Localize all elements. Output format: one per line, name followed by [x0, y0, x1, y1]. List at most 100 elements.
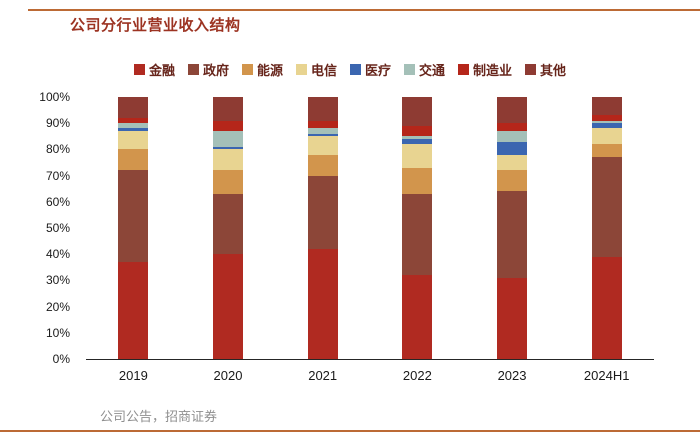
legend-swatch-telecom: [295, 64, 307, 75]
legend-swatch-manufacturing: [458, 64, 470, 75]
segment-finance-2019: [118, 262, 149, 359]
segment-transport-2021: [307, 128, 338, 134]
segment-finance-2022: [402, 275, 433, 359]
legend-swatch-government: [187, 64, 199, 75]
segment-government-2021: [307, 175, 338, 249]
legend-swatch-energy: [241, 64, 253, 75]
y-axis: 0% 10% 20% 30% 40% 50% 60% 70% 80% 90% 100%: [18, 90, 78, 366]
segment-energy-2023: [496, 170, 527, 192]
chart-title: 公司分行业营业收入结构: [70, 17, 241, 34]
legend-label-healthcare: 医疗: [365, 63, 392, 78]
y-axis-label: 80%: [45, 142, 70, 157]
y-axis-label: 20%: [45, 299, 70, 314]
segment-other-2021: [307, 97, 338, 121]
legend-item-healthcare: 医疗: [350, 60, 391, 79]
legend-item-manufacturing: 制造业: [458, 60, 512, 79]
segment-finance-2020: [212, 254, 243, 359]
segment-manufacturing-2019: [118, 118, 149, 124]
segment-transport-2024H1: [591, 120, 622, 124]
segment-transport-2019: [118, 123, 149, 129]
y-axis-label: 100%: [39, 90, 70, 104]
y-axis-label: 40%: [45, 247, 70, 262]
segment-government-2020: [212, 193, 243, 255]
segment-other-2020: [212, 97, 243, 121]
x-axis-label-2019: 2019: [118, 368, 148, 383]
segment-telecom-2022: [402, 144, 433, 168]
segment-energy-2020: [212, 170, 243, 194]
legend-item-transport: 交通: [404, 60, 445, 79]
x-axis-label-2020: 2020: [213, 368, 243, 383]
segment-transport-2023: [496, 131, 527, 142]
y-axis-label: 0%: [52, 352, 70, 366]
bar-2024H1: [591, 97, 622, 359]
segment-manufacturing-2024H1: [591, 115, 622, 121]
segment-telecom-2023: [496, 154, 527, 171]
segment-healthcare-2024H1: [591, 123, 622, 129]
top-divider: [28, 9, 700, 11]
x-axis-label-2023: 2023: [497, 368, 527, 383]
y-axis-label: 50%: [45, 221, 70, 235]
plot-area: [86, 97, 654, 360]
legend-swatch-transport: [404, 64, 416, 75]
segment-telecom-2024H1: [591, 128, 622, 145]
segment-healthcare-2022: [402, 138, 433, 145]
legend-item-finance: 金融: [133, 60, 175, 79]
bar-2020: [212, 97, 243, 359]
legend-label-telecom: 电信: [310, 63, 337, 78]
segment-transport-2022: [402, 136, 433, 139]
segment-energy-2022: [402, 167, 433, 194]
segment-manufacturing-2023: [496, 123, 527, 132]
legend-item-government: 政府: [187, 60, 229, 79]
segment-healthcare-2023: [496, 141, 527, 155]
segment-healthcare-2021: [307, 133, 338, 137]
segment-finance-2021: [307, 248, 338, 359]
segment-other-2019: [118, 97, 149, 119]
segment-manufacturing-2020: [212, 120, 243, 132]
segment-other-2023: [496, 97, 527, 124]
legend-label-finance: 金融: [148, 63, 175, 78]
bar-2022: [402, 97, 433, 359]
legend-label-energy: 能源: [256, 63, 283, 78]
segment-energy-2019: [118, 149, 149, 171]
segment-telecom-2021: [307, 136, 338, 155]
segment-government-2023: [496, 191, 527, 278]
segment-healthcare-2020: [212, 146, 243, 150]
segment-government-2019: [118, 170, 149, 263]
segment-transport-2020: [212, 131, 243, 147]
y-axis-label: 90%: [45, 116, 70, 131]
segment-finance-2023: [496, 277, 527, 359]
legend-swatch-other: [525, 64, 537, 75]
y-axis-label: 70%: [45, 168, 70, 183]
x-axis-label-2024H1: 2024H1: [583, 368, 630, 383]
legend-item-other: 其他: [525, 60, 566, 79]
segment-government-2024H1: [591, 157, 622, 257]
segment-healthcare-2019: [118, 128, 149, 132]
bottom-divider: [0, 430, 700, 432]
segment-finance-2024H1: [591, 256, 622, 359]
x-axis-label-2022: 2022: [402, 368, 432, 383]
y-axis-label: 30%: [45, 273, 70, 288]
chart-legend: 金融 政府 能源 电信 医疗 交通 制造业 其他: [0, 60, 700, 79]
segment-telecom-2020: [212, 149, 243, 171]
segment-energy-2024H1: [591, 144, 622, 158]
legend-label-transport: 交通: [419, 63, 446, 78]
legend-item-telecom: 电信: [295, 60, 337, 79]
y-axis-label: 10%: [45, 325, 70, 340]
segment-manufacturing-2021: [307, 120, 338, 129]
bar-2023: [496, 97, 527, 359]
bar-2021: [307, 97, 338, 359]
segment-energy-2021: [307, 154, 338, 176]
legend-label-government: 政府: [202, 63, 229, 78]
segment-government-2022: [402, 193, 433, 276]
legend-swatch-healthcare: [350, 64, 361, 75]
source-note: 公司公告，招商证券: [100, 409, 218, 424]
x-axis: 2019 2020 2021 2022 2023 2024H1: [86, 368, 654, 383]
x-axis-label-2021: 2021: [308, 368, 338, 383]
legend-label-manufacturing: 制造业: [473, 63, 513, 78]
bar-2019: [118, 97, 149, 359]
legend-swatch-finance: [133, 64, 145, 75]
segment-telecom-2019: [118, 131, 149, 150]
segment-other-2024H1: [591, 97, 622, 116]
y-axis-label: 60%: [45, 194, 70, 209]
legend-label-other: 其他: [540, 63, 567, 78]
